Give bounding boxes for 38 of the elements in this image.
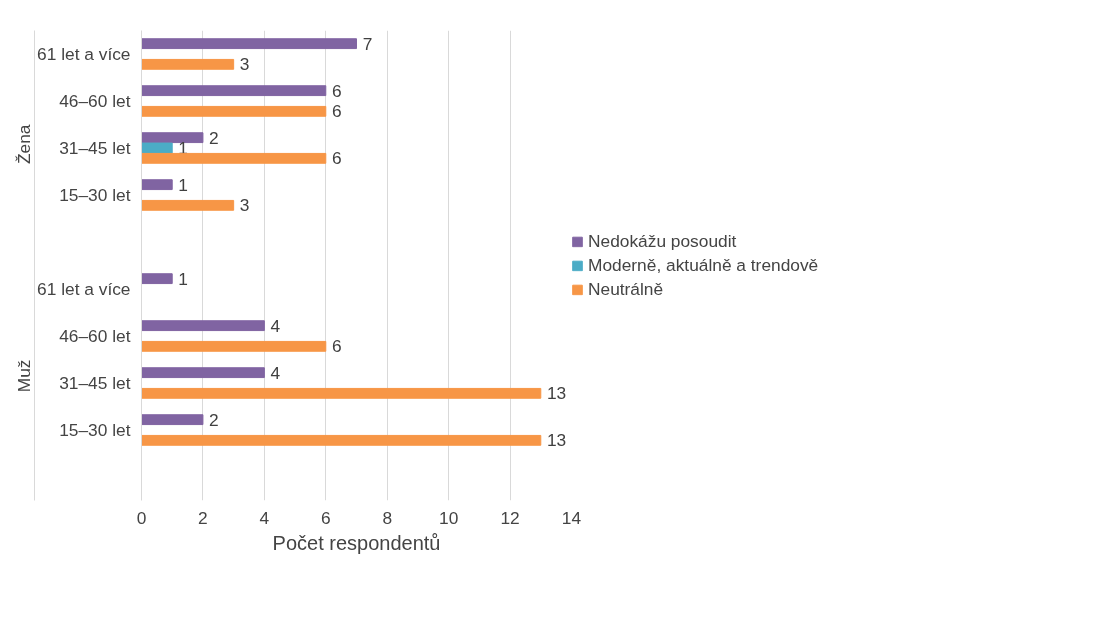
legend-label: Nedokážu posoudit (588, 230, 737, 252)
legend-label: Moderně, aktuálně a trendově (588, 254, 819, 276)
data-label: 2 (209, 409, 219, 430)
data-label: 6 (331, 80, 342, 101)
data-label: 3 (239, 195, 250, 216)
x-tick-label: 4 (259, 507, 270, 528)
data-label: 1 (178, 268, 188, 289)
text: Muž (13, 359, 34, 393)
data-label: 1 (178, 138, 188, 158)
data-label: 3 (239, 54, 250, 75)
y-tick-label: 61 let a více (37, 44, 131, 64)
data-label: 4 (270, 315, 281, 336)
data-label: 13 (546, 383, 567, 404)
y-tick-label: 15–30 let (59, 185, 131, 205)
x-tick-label: 2 (198, 507, 208, 528)
x-tick-label: 8 (382, 507, 393, 528)
data-label: 2 (209, 127, 219, 148)
y-tick-label: 61 let a více (37, 279, 131, 299)
y-tick-label: 15–30 let (59, 420, 131, 440)
x-axis-title: Počet respondentů (272, 531, 441, 554)
y-tick-label: 46–60 let (59, 326, 131, 346)
data-label: 7 (362, 33, 373, 54)
data-label: 6 (331, 101, 342, 122)
y-tick-label: 46–60 let (59, 91, 131, 111)
y-tick-label: 31–45 let (59, 373, 131, 393)
x-tick-label: 0 (136, 507, 147, 528)
data-label: 6 (331, 148, 342, 169)
data-label: 4 (270, 362, 281, 383)
x-tick-label: 12 (500, 507, 520, 528)
data-label: 6 (331, 336, 342, 357)
data-label: 13 (546, 430, 567, 451)
x-tick-label: 14 (561, 507, 582, 528)
legend-label: Neutrálně (588, 278, 664, 300)
text: Žena (13, 124, 34, 164)
data-label: 1 (178, 174, 188, 195)
x-tick-label: 10 (439, 507, 459, 528)
y-tick-label: 31–45 let (59, 138, 131, 158)
x-tick-label: 6 (320, 507, 331, 528)
